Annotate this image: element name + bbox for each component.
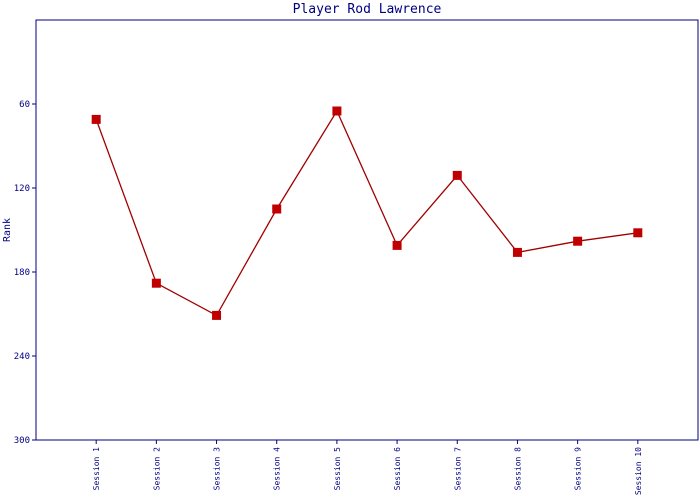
x-tick-label: Session 3 bbox=[213, 447, 222, 491]
point-marker bbox=[212, 310, 222, 320]
x-tick-label: Session 6 bbox=[393, 447, 402, 491]
point-marker bbox=[512, 247, 522, 257]
point-marker bbox=[272, 204, 282, 214]
x-tick-label: Session 5 bbox=[333, 447, 342, 491]
x-tick-label: Session 9 bbox=[574, 447, 583, 491]
chart-title: Player Rod Lawrence bbox=[293, 2, 442, 17]
point-marker bbox=[633, 228, 643, 238]
x-tick-label: Session 7 bbox=[453, 447, 462, 491]
point-marker bbox=[151, 278, 161, 288]
x-tick-label: Session 10 bbox=[634, 447, 643, 495]
x-tick-label: Session 2 bbox=[152, 447, 161, 491]
point-marker bbox=[573, 236, 583, 246]
x-tick-label: Session 8 bbox=[513, 447, 522, 491]
plot-frame bbox=[35, 19, 699, 441]
series-line bbox=[95, 109, 638, 317]
x-tick-label: Session 4 bbox=[273, 447, 282, 491]
point-marker bbox=[91, 114, 101, 124]
y-tick-label: 60 bbox=[19, 100, 30, 110]
point-marker bbox=[392, 240, 402, 250]
y-tick-label: 240 bbox=[14, 352, 30, 362]
point-marker bbox=[332, 106, 342, 116]
y-tick-label: 300 bbox=[14, 436, 30, 446]
y-tick-label: 180 bbox=[14, 268, 30, 278]
point-marker bbox=[452, 170, 462, 180]
y-axis-label: Rank bbox=[2, 218, 13, 242]
y-tick-label: 120 bbox=[14, 184, 30, 194]
x-tick-label: Session 1 bbox=[92, 447, 101, 491]
